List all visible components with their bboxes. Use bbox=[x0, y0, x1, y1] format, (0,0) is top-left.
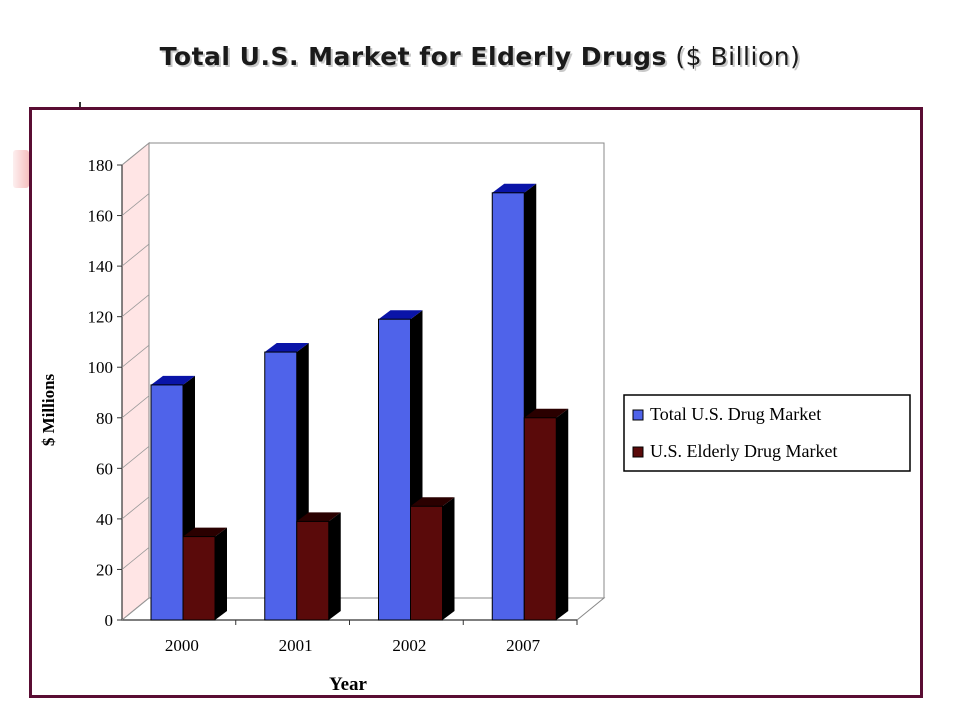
y-tick-label: 120 bbox=[88, 308, 114, 327]
y-axis-label: $ Millions bbox=[39, 373, 58, 446]
bar-front bbox=[523, 417, 557, 621]
y-tick-diagonal bbox=[121, 193, 150, 216]
legend-swatch bbox=[632, 409, 644, 421]
bar-side bbox=[442, 497, 455, 620]
y-tick-diagonal bbox=[121, 243, 150, 267]
slide-title-main: Total U.S. Market for Elderly Drugs bbox=[159, 42, 667, 71]
bar-front bbox=[378, 318, 411, 621]
y-tick-label: 0 bbox=[105, 611, 114, 630]
bar-2001-1 bbox=[296, 512, 341, 621]
x-axis-label: Year bbox=[329, 674, 368, 695]
y-tick-diagonal bbox=[121, 496, 150, 520]
x-tick-label: 2002 bbox=[392, 636, 426, 655]
x-tick-label: 2007 bbox=[506, 636, 541, 655]
bar-front bbox=[491, 192, 525, 621]
legend-label: U.S. Elderly Drug Market bbox=[650, 441, 837, 461]
y-tick-diagonal bbox=[121, 344, 150, 368]
side-wall bbox=[121, 141, 150, 622]
y-tick-diagonal bbox=[121, 446, 150, 469]
legend-box bbox=[623, 394, 911, 472]
bar-front bbox=[410, 505, 443, 621]
y-tick-label: 20 bbox=[96, 560, 113, 579]
bar-top bbox=[492, 183, 537, 193]
slide-title-unit: ($ Billion) bbox=[675, 42, 801, 71]
bar-front bbox=[150, 384, 184, 621]
y-tick-label: 60 bbox=[96, 459, 113, 478]
chart-walls bbox=[120, 141, 606, 622]
bar-2007-1 bbox=[523, 408, 569, 621]
bar-top bbox=[410, 497, 455, 507]
bar-2000-1 bbox=[182, 527, 227, 621]
y-tick-diagonal bbox=[121, 547, 150, 570]
edge-decoration bbox=[13, 150, 29, 188]
bar-2001-0 bbox=[264, 343, 309, 621]
slide-title: Total U.S. Market for Elderly Drugs ($ B… bbox=[0, 42, 960, 71]
y-axis: 0 20 40 60 80 100 120 140 160 180 bbox=[88, 142, 150, 630]
y-tick-label: 140 bbox=[88, 257, 114, 276]
bar-side bbox=[215, 527, 227, 620]
y-tick-diagonal bbox=[121, 597, 150, 621]
x-tick-label: 2001 bbox=[279, 636, 313, 655]
y-tick-label: 40 bbox=[96, 510, 113, 529]
x-tick-label: 2000 bbox=[165, 636, 199, 655]
bar-front bbox=[264, 351, 298, 621]
chart-frame: 0 20 40 60 80 100 120 140 160 180 2000 2001 2002 200… bbox=[29, 107, 923, 698]
y-tick-diagonal bbox=[121, 294, 150, 317]
bar-side bbox=[556, 408, 569, 620]
bar-top bbox=[524, 408, 569, 418]
bar-top bbox=[151, 375, 195, 385]
bars bbox=[150, 183, 569, 621]
y-tick-label: 80 bbox=[96, 409, 113, 428]
bar-2002-1 bbox=[410, 497, 455, 621]
legend-swatch bbox=[632, 446, 644, 458]
legend: Total U.S. Drug Market U.S. Elderly Drug … bbox=[623, 394, 911, 472]
y-tick-label: 180 bbox=[88, 156, 114, 175]
bar-top bbox=[296, 512, 341, 522]
y-tick-diagonal bbox=[121, 395, 150, 419]
x-axis: 2000 2001 2002 2007 bbox=[165, 620, 578, 655]
bar-front bbox=[296, 520, 330, 621]
y-tick-label: 160 bbox=[88, 207, 114, 226]
title-tick-mark bbox=[79, 102, 81, 107]
bar-front bbox=[182, 536, 216, 621]
bar-top bbox=[378, 310, 423, 320]
bar-top bbox=[264, 343, 309, 353]
bar-side bbox=[328, 512, 341, 620]
bar-top bbox=[183, 527, 227, 537]
y-tick-label: 100 bbox=[88, 358, 114, 377]
legend-label: Total U.S. Drug Market bbox=[650, 404, 821, 424]
y-tick-diagonal bbox=[121, 142, 150, 166]
